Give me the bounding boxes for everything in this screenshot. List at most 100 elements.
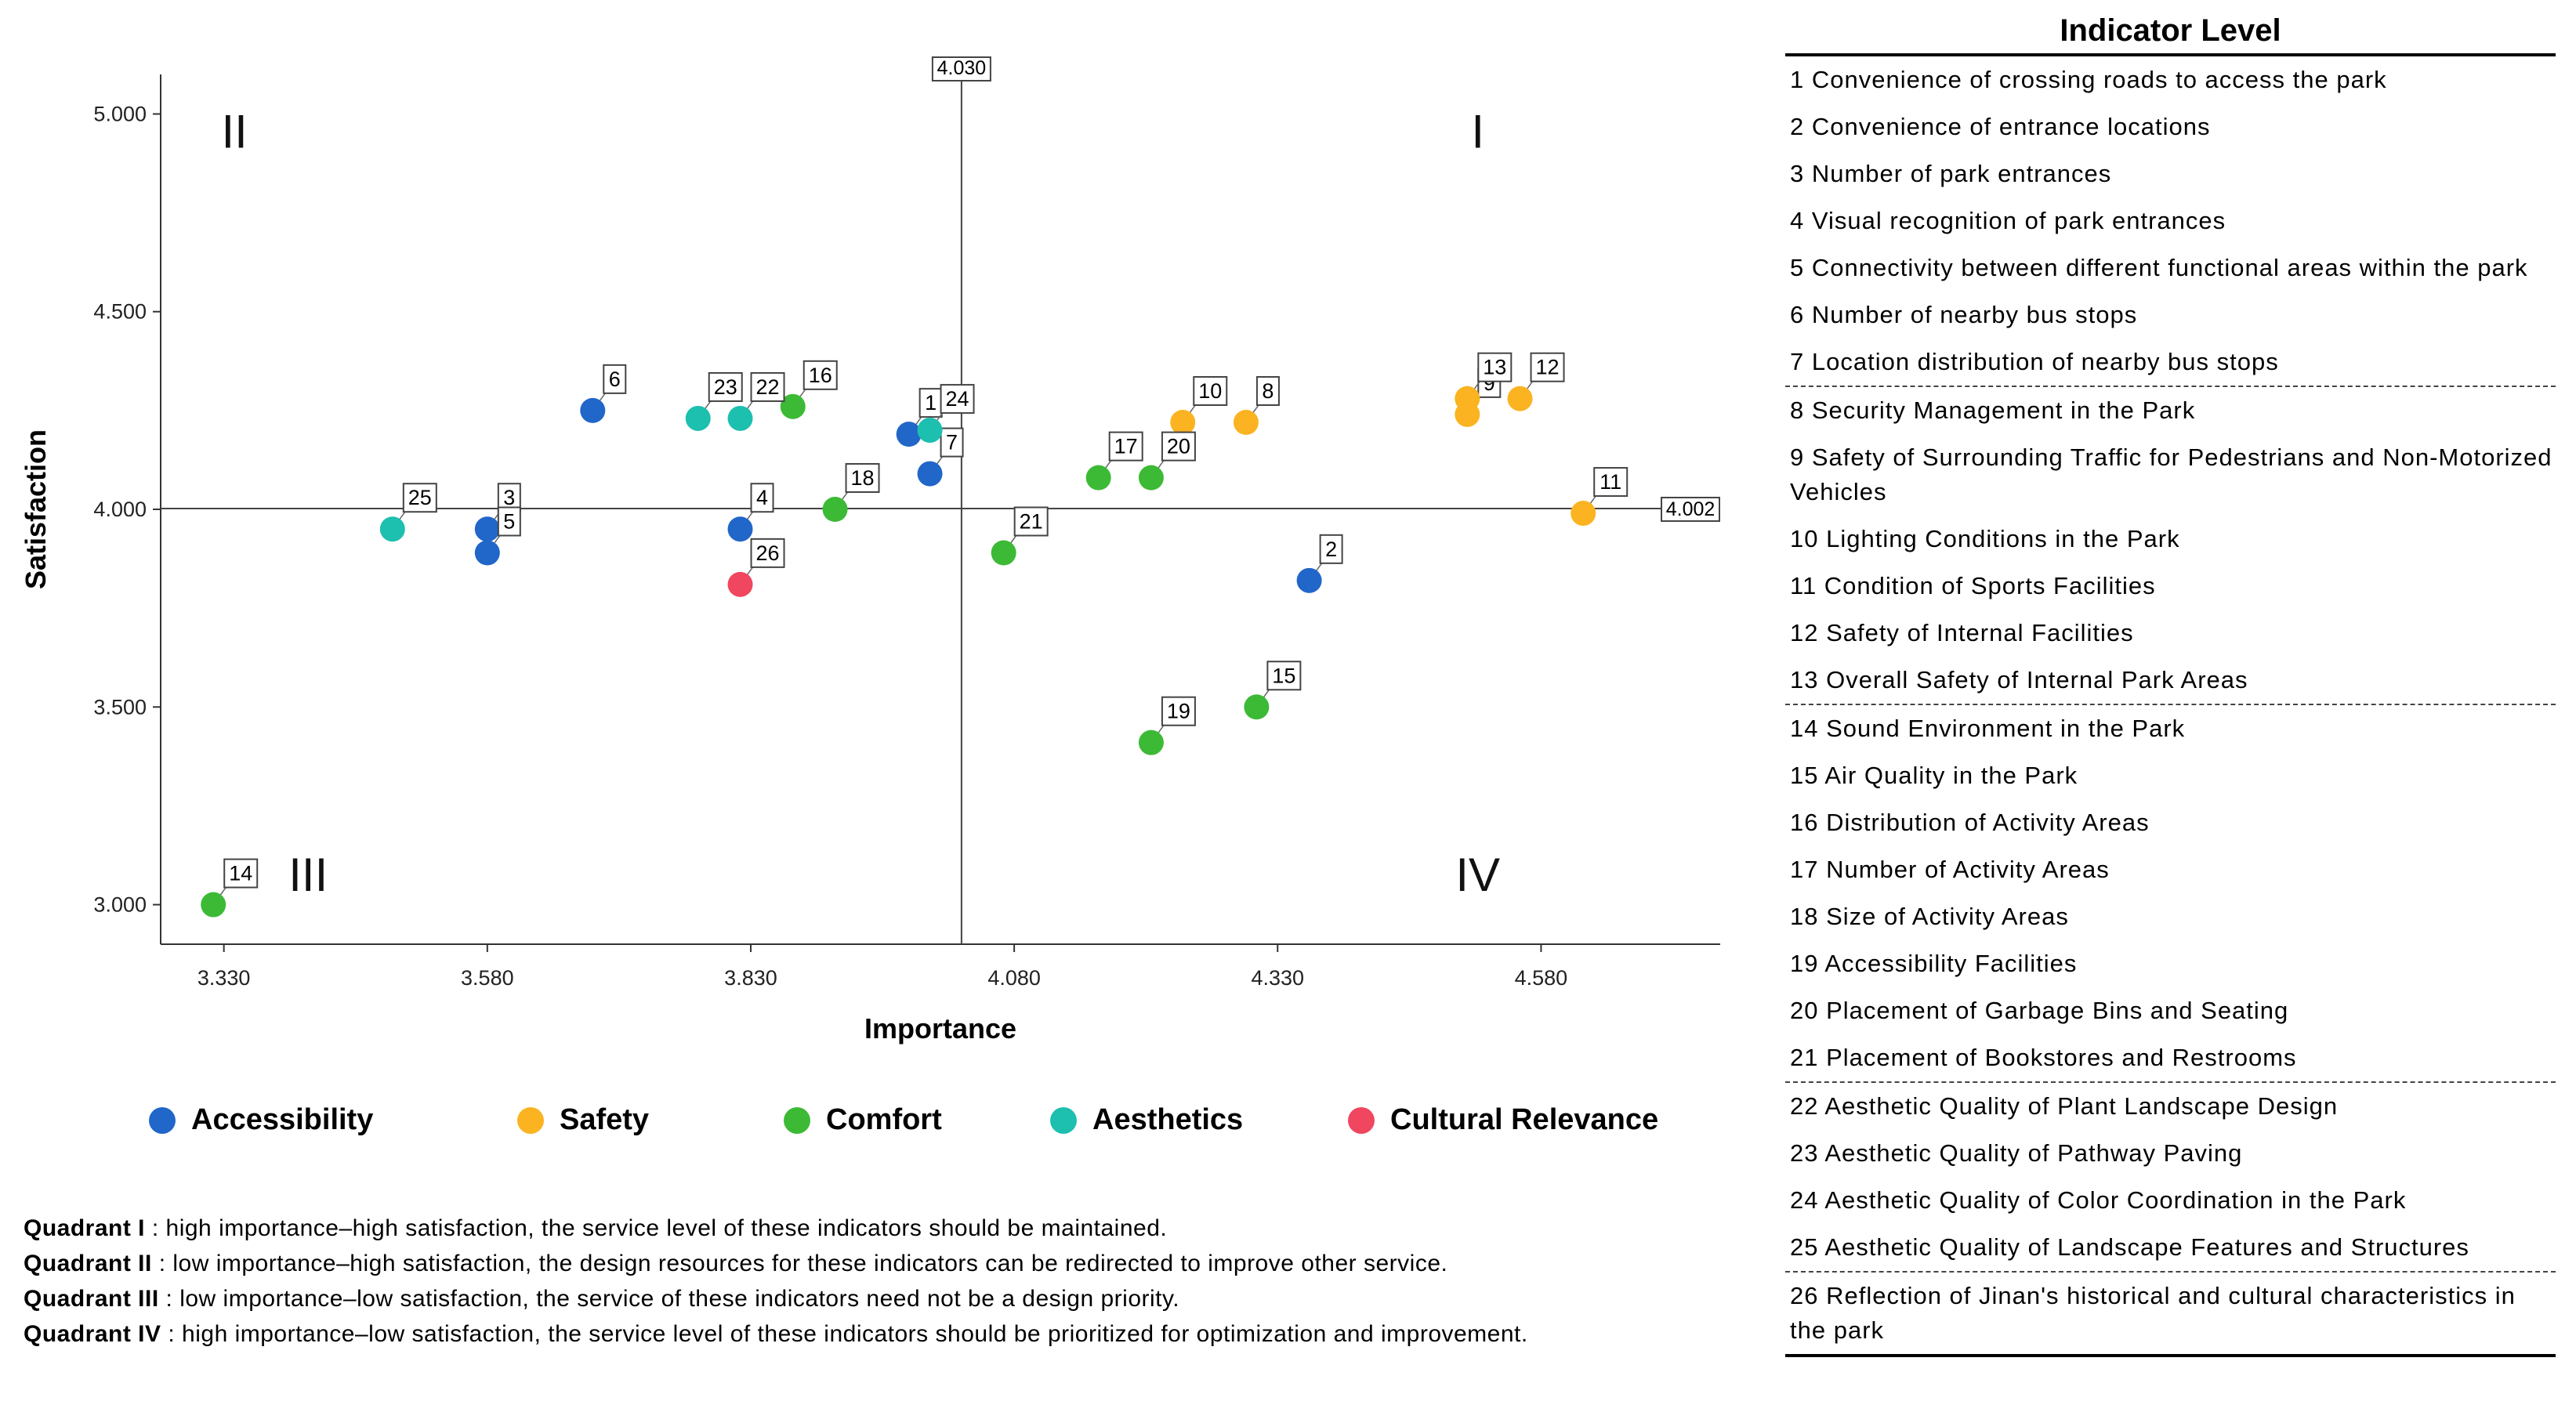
data-point-2: 2	[1296, 534, 1343, 593]
quadrant-label-iv: IV	[1455, 849, 1500, 901]
quadrant-note-term: Quadrant IV	[24, 1321, 161, 1347]
quadrant-note-text: : low importance–high satisfaction, the …	[151, 1251, 1448, 1276]
indicator-list: 1 Convenience of crossing roads to acces…	[1785, 56, 2556, 1357]
x-tick-label: 3.580	[461, 966, 514, 990]
x-tick-label: 4.080	[987, 966, 1041, 990]
data-point-marker	[822, 497, 848, 522]
data-point-10: 10	[1170, 376, 1228, 435]
data-point-22: 22	[727, 371, 785, 431]
reference-lines: 4.030 4.002	[161, 56, 1720, 944]
data-label: 24	[946, 387, 969, 411]
legend-label: Accessibility	[191, 1103, 374, 1136]
legend-label: Cultural Relevance	[1390, 1103, 1659, 1136]
data-point-marker	[685, 405, 711, 431]
quadrant-note-text: : high importance–high satisfaction, the…	[145, 1215, 1168, 1241]
quadrant-note-text: : low importance–low satisfaction, the s…	[158, 1286, 1180, 1312]
x-axis-title: Importance	[864, 1012, 1016, 1045]
data-label-box	[1266, 661, 1302, 691]
legend-item-cultural-relevance: Cultural Relevance	[1348, 1103, 1658, 1137]
legend-item-aesthetics: Aesthetics	[1050, 1103, 1243, 1137]
data-label-box	[940, 384, 975, 415]
data-point-marker	[379, 516, 405, 542]
y-axis-title: Satisfaction	[20, 429, 52, 589]
data-point-5: 5	[474, 506, 521, 566]
importance-satisfaction-chart: 3.330 3.580 3.830 4.080 4.330 4.580 3.000 3.500…	[20, 56, 1720, 1045]
indicator-item: 16 Distribution of Activity Areas	[1790, 809, 2150, 836]
data-point-1: 1	[896, 388, 943, 447]
quadrant-notes: Quadrant I : high importance–high satisf…	[24, 1211, 1732, 1352]
quadrant-label-iii: III	[288, 849, 328, 901]
data-label: 20	[1167, 435, 1190, 458]
data-point-marker	[1085, 465, 1111, 491]
data-point-13: 13	[1455, 352, 1513, 411]
data-label: 5	[503, 510, 515, 534]
legend-swatch	[1050, 1106, 1077, 1134]
indicator-item: 6 Number of nearby bus stops	[1790, 301, 2138, 328]
data-label: 10	[1198, 379, 1222, 403]
indicator-item: 25 Aesthetic Quality of Landscape Featur…	[1785, 1224, 2556, 1273]
quadrant-note-term: Quadrant II	[24, 1251, 152, 1276]
legend-item-safety: Safety	[517, 1103, 649, 1137]
data-label: 12	[1536, 356, 1560, 379]
data-point-marker	[1507, 386, 1533, 411]
legend-swatch	[149, 1106, 176, 1134]
data-label-box	[223, 858, 259, 889]
data-label: 11	[1600, 470, 1621, 494]
x-tick-label: 3.330	[197, 966, 251, 990]
data-label-box	[750, 371, 785, 402]
indicator-level-panel: Indicator Level 1 Convenience of crossin…	[1785, 8, 2556, 1357]
data-point-12: 12	[1507, 352, 1565, 411]
data-point-marker	[896, 422, 922, 447]
data-point-marker	[474, 516, 500, 542]
data-label: 3	[503, 486, 515, 509]
data-label: 16	[809, 364, 832, 387]
data-point-18: 18	[822, 463, 880, 522]
data-label-box	[603, 364, 627, 394]
quadrant-label-i: I	[1471, 106, 1484, 158]
data-point-24: 24	[917, 384, 975, 444]
data-point-20: 20	[1138, 431, 1196, 491]
data-point-7: 7	[917, 427, 964, 487]
legend-label: Aesthetics	[1092, 1103, 1244, 1136]
quadrant-note-3: Quadrant III : low importance–low satisf…	[24, 1281, 1732, 1316]
data-point-17: 17	[1085, 431, 1143, 491]
y-tick-label: 3.500	[93, 695, 147, 719]
legend-item-comfort: Comfort	[784, 1103, 942, 1137]
data-point-marker	[1455, 386, 1480, 411]
data-point-marker	[474, 540, 500, 566]
data-point-19: 19	[1138, 696, 1196, 755]
data-label: 23	[714, 375, 737, 399]
indicator-item: 5 Connectivity between different functio…	[1790, 254, 2528, 281]
data-label-box	[750, 483, 774, 513]
data-label: 25	[408, 486, 432, 509]
data-label: 7	[946, 431, 958, 454]
data-point-marker	[1571, 501, 1596, 527]
data-point-marker	[917, 461, 943, 487]
legend-swatch	[517, 1106, 544, 1134]
indicator-item: 18 Size of Activity Areas	[1790, 903, 2069, 930]
data-label: 8	[1262, 379, 1274, 403]
indicator-item: 3 Number of park entrances	[1790, 160, 2112, 187]
indicator-item: 8 Security Management in the Park	[1790, 396, 2196, 424]
indicator-item: 19 Accessibility Facilities	[1790, 950, 2078, 977]
data-point-marker	[991, 540, 1016, 566]
data-point-marker	[1170, 410, 1196, 435]
data-point-11: 11	[1571, 467, 1629, 527]
data-point-15: 15	[1244, 661, 1302, 720]
data-point-6: 6	[580, 364, 627, 423]
data-label-box	[402, 483, 437, 513]
indicator-item: 20 Placement of Garbage Bins and Seating	[1790, 997, 2289, 1024]
data-label-box	[803, 360, 838, 390]
legend-swatch	[1348, 1106, 1375, 1134]
quadrant-note-term: Quadrant I	[24, 1215, 146, 1241]
data-label-box	[845, 463, 880, 493]
data-label-box	[918, 388, 943, 418]
x-tick-label: 4.330	[1251, 966, 1304, 990]
indicator-item: 7 Location distribution of nearby bus st…	[1785, 339, 2556, 387]
data-point-marker	[727, 516, 753, 542]
data-point-23: 23	[685, 371, 743, 431]
data-label-box	[1530, 352, 1565, 382]
y-tick-label: 5.000	[93, 102, 147, 125]
y-tick-label: 4.000	[93, 498, 147, 521]
